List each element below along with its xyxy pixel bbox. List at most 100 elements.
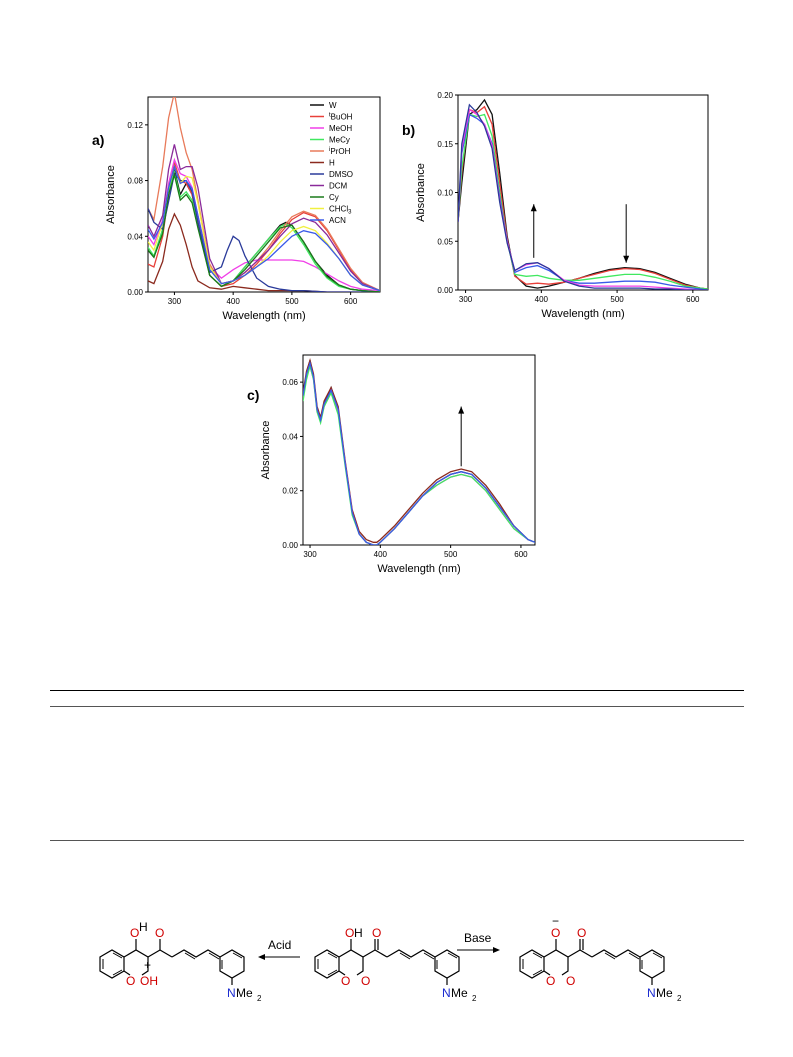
- base-arrow: Base: [457, 931, 500, 953]
- acid-o-keto: O: [155, 926, 164, 940]
- y-tick-label: 0.12: [127, 121, 143, 130]
- scheme-drawing: O H O O + OH N Me 2 Acid: [99, 914, 682, 1003]
- neutral-h-top: H: [354, 926, 363, 940]
- series-line: [303, 360, 535, 545]
- x-tick-label: 500: [444, 550, 458, 559]
- y-tick-label: 0.20: [437, 91, 453, 100]
- legend-entry: DCM: [329, 182, 348, 191]
- legend-entry: Cy: [329, 193, 339, 202]
- legend-entry: MeOH: [329, 124, 352, 133]
- y-tick-label: 0.00: [437, 286, 453, 295]
- table-header-rule: [50, 706, 744, 707]
- x-axis-label: Wavelength (nm): [222, 310, 305, 322]
- acid-o-ring: O: [126, 974, 135, 988]
- acid-arrow: Acid: [258, 938, 300, 960]
- y-tick-label: 0.06: [282, 378, 298, 387]
- series-line: [303, 358, 535, 543]
- legend-entry: H: [329, 159, 335, 168]
- y-axis-label: Absorbance: [105, 165, 117, 224]
- legend-entry: CHCl3: [329, 205, 352, 216]
- neutral-me: Me: [451, 986, 468, 1000]
- plot-frame: [302, 354, 536, 546]
- acid-me: Me: [236, 986, 253, 1000]
- x-tick-label: 600: [344, 297, 358, 306]
- acid-o-top: O: [130, 926, 139, 940]
- acid-me-sub: 2: [257, 994, 262, 1003]
- series-line: [303, 363, 535, 545]
- x-tick-label: 500: [285, 297, 299, 306]
- neutral-o-top: O: [345, 926, 354, 940]
- series-line: [458, 103, 708, 290]
- annotation-arrowhead: [623, 255, 630, 263]
- legend-entry: DMSO: [329, 170, 353, 179]
- x-tick-label: 500: [610, 295, 624, 304]
- chart-a: a) 300 400 500 600 0.00 0.04 0.08 0.12 Wavelength…: [92, 96, 381, 322]
- series-line: [458, 105, 708, 290]
- acid-oh: OH: [140, 974, 158, 988]
- annotation-arrowhead: [458, 406, 465, 414]
- x-tick-label: 600: [514, 550, 528, 559]
- y-tick-label: 0.00: [127, 288, 143, 297]
- molecule-deprotonated: − O O O O N Me 2: [519, 914, 682, 1003]
- y-tick-label: 0.15: [437, 140, 453, 149]
- y-tick-label: 0.05: [437, 237, 453, 246]
- base-n: N: [647, 986, 656, 1000]
- neutral-n: N: [442, 986, 451, 1000]
- table-top-rule: [50, 690, 744, 691]
- y-tick-label: 0.04: [127, 232, 143, 241]
- panel-label: b): [402, 122, 415, 138]
- neutral-me-sub: 2: [472, 994, 477, 1003]
- table-bottom-rule: [50, 840, 744, 841]
- base-me: Me: [656, 986, 673, 1000]
- acid-label: Acid: [268, 938, 291, 952]
- x-tick-label: 300: [168, 297, 182, 306]
- y-tick-label: 0.02: [282, 487, 298, 496]
- series-line: [303, 363, 535, 545]
- x-tick-label: 300: [459, 295, 473, 304]
- base-o-keto: O: [577, 926, 586, 940]
- acid-h-top: H: [139, 920, 148, 934]
- panel-b: b) 300 400 500 600 0.00 0.05 0.10 0.15 0.20 Wavele…: [400, 85, 720, 330]
- acid-plus: +: [144, 958, 151, 972]
- panel-a: a) 300 400 500 600 0.00 0.04 0.08 0.12 Wavelength…: [90, 85, 390, 330]
- base-o-top: O: [551, 926, 560, 940]
- legend-entry: MeCy: [329, 136, 350, 145]
- neutral-o-carbonyl: O: [361, 974, 370, 988]
- y-axis-label: Absorbance: [415, 163, 427, 222]
- base-me-sub: 2: [677, 994, 682, 1003]
- x-tick-label: 600: [686, 295, 700, 304]
- series-line: [148, 144, 380, 292]
- series-line: [458, 98, 708, 290]
- neutral-o-ring: O: [341, 974, 350, 988]
- y-tick-label: 0.08: [127, 177, 143, 186]
- acid-n: N: [227, 986, 236, 1000]
- y-tick-label: 0.00: [282, 541, 298, 550]
- x-axis-label: Wavelength (nm): [377, 563, 460, 575]
- panel-label: a): [92, 132, 104, 148]
- x-tick-label: 300: [303, 550, 317, 559]
- base-o-ring: O: [546, 974, 555, 988]
- x-tick-label: 400: [374, 550, 388, 559]
- series-line: [148, 169, 380, 292]
- legend-entry: ACN: [329, 216, 346, 225]
- legend-entry: iPrOH: [329, 147, 351, 156]
- chart-c: c) 300 400 500 600 0.00 0.02 0.04 0.06 Wavelength…: [247, 354, 536, 575]
- reaction-scheme: O H O O + OH N Me 2 Acid: [70, 905, 730, 1005]
- y-tick-label: 0.04: [282, 432, 298, 441]
- annotation-arrowhead: [530, 204, 537, 212]
- base-o-carbonyl: O: [566, 974, 575, 988]
- chart-b: b) 300 400 500 600 0.00 0.05 0.10 0.15 0.20 Wavele…: [402, 91, 709, 320]
- panel-c: c) 300 400 500 600 0.00 0.02 0.04 0.06 Wavelength…: [245, 345, 545, 585]
- neutral-o-keto: O: [372, 926, 381, 940]
- molecule-protonated: O H O O + OH N Me 2: [99, 920, 262, 1003]
- series-line: [303, 360, 535, 545]
- y-tick-label: 0.10: [437, 189, 453, 198]
- series-line: [148, 157, 380, 292]
- x-axis-label: Wavelength (nm): [541, 308, 624, 320]
- legend-entry: W: [329, 101, 337, 110]
- molecule-neutral: O H O O O N Me 2: [314, 926, 477, 1003]
- series-line: [148, 172, 380, 292]
- panel-label: c): [247, 387, 259, 403]
- series-line: [148, 164, 380, 292]
- base-minus: −: [552, 914, 559, 928]
